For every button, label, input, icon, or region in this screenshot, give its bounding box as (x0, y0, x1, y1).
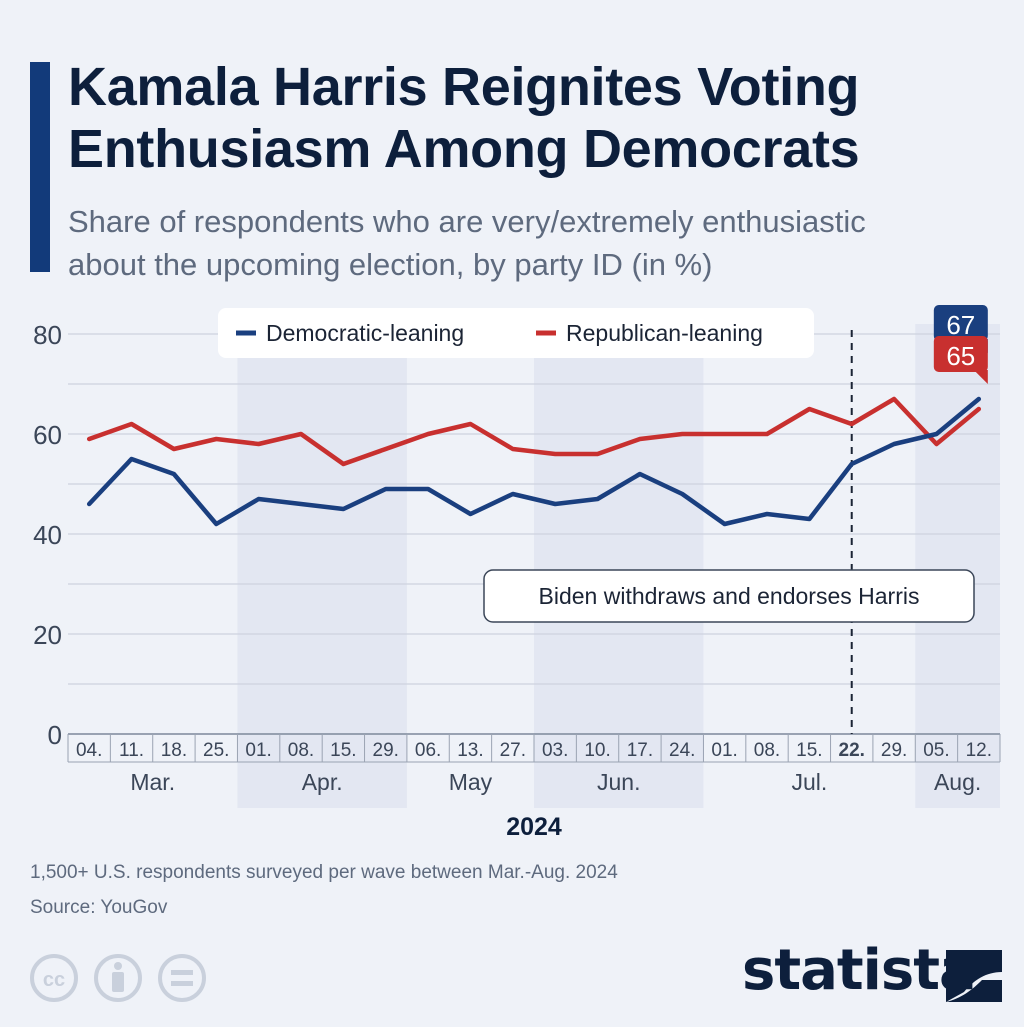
survey-note: 1,500+ U.S. respondents surveyed per wav… (30, 862, 618, 883)
series-line-democratic-leaning (86, 396, 982, 527)
end-value-text: 67 (946, 310, 975, 340)
x-tick-label: 22. (839, 740, 865, 761)
month-label: May (449, 769, 493, 795)
y-tick-label: 40 (33, 520, 62, 550)
annotation-text: Biden withdraws and endorses Harris (539, 583, 920, 609)
month-shading (237, 324, 407, 808)
end-value-badge (933, 305, 988, 341)
x-tick-label: 25. (203, 740, 229, 761)
x-tick-label: 04. (76, 740, 102, 761)
y-tick-label: 0 (48, 720, 62, 750)
title-accent-bar (30, 62, 50, 272)
x-tick-label: 18. (161, 740, 187, 761)
x-tick-label: 17. (627, 740, 653, 761)
attribution-icon (94, 954, 142, 1002)
annotation: Biden withdraws and endorses Harris (483, 569, 975, 623)
x-tick-label: 13. (457, 740, 483, 761)
end-value-text: 65 (946, 341, 975, 371)
y-tick-label: 80 (33, 320, 62, 350)
x-tick-label: 08. (288, 740, 314, 761)
statista-logo-icon (946, 950, 1002, 1002)
chart-title-line-2: Enthusiasm Among Democrats (68, 119, 860, 179)
legend-label: Republican-leaning (566, 320, 763, 346)
x-tick-label: 15. (330, 740, 356, 761)
creative-commons-icons: cc (30, 954, 206, 1002)
no-derivatives-icon (158, 954, 206, 1002)
month-label: Jul. (791, 769, 827, 795)
cc-icon (30, 954, 78, 1002)
statista-logo-text: statista (742, 938, 977, 1003)
legend: Democratic-leaning Republican-leaning (218, 308, 814, 358)
x-tick-label: 08. (754, 740, 780, 761)
month-label: Mar. (130, 769, 175, 795)
year-label: 2024 (506, 813, 562, 841)
x-tick-label: 29. (373, 740, 399, 761)
x-tick-label: 01. (711, 740, 737, 761)
x-tick-label: 12. (966, 740, 992, 761)
chart-subtitle: Share of respondents who are very/extrem… (68, 200, 1008, 286)
end-value-badge (933, 336, 988, 372)
month-label: Aug. (934, 769, 981, 795)
x-tick-label: 01. (245, 740, 271, 761)
end-value-pointer (973, 370, 988, 384)
annotation-box (483, 569, 975, 623)
x-tick-label: 29. (881, 740, 907, 761)
month-label: Jun. (597, 769, 640, 795)
x-tick-label: 06. (415, 740, 441, 761)
x-tick-label: 24. (669, 740, 695, 761)
end-value-label-republican: 65 (933, 336, 988, 384)
chart-title: Kamala Harris Reignites Voting Enthusias… (68, 56, 1008, 180)
chart-subtitle-line-1: Share of respondents who are very/extrem… (68, 204, 866, 239)
x-tick-label: 27. (500, 740, 526, 761)
y-tick-label: 60 (33, 420, 62, 450)
x-tick-label: 05. (923, 740, 949, 761)
x-tick-label: 15. (796, 740, 822, 761)
month-shading (915, 324, 1000, 808)
month-label: Apr. (302, 769, 343, 795)
line-chart: 0 20 40 60 80 04. 11. 18. 25. 01. 08. 15. 29. 06. 13. 2… (33, 305, 1001, 841)
cc-icon-glyph: cc (43, 969, 65, 991)
chart-subtitle-line-2: about the upcoming election, by party ID… (68, 247, 713, 282)
month-shading (534, 324, 704, 808)
x-tick-label: 10. (584, 740, 610, 761)
x-tick-label: 11. (119, 740, 144, 761)
legend-label: Democratic-leaning (266, 320, 464, 346)
y-tick-label: 20 (33, 620, 62, 650)
series-line-republican-leaning (86, 396, 982, 467)
chart-title-line-1: Kamala Harris Reignites Voting (68, 57, 860, 117)
source-note: Source: YouGov (30, 897, 168, 918)
x-tick-label: 03. (542, 740, 568, 761)
legend-box (218, 308, 814, 358)
